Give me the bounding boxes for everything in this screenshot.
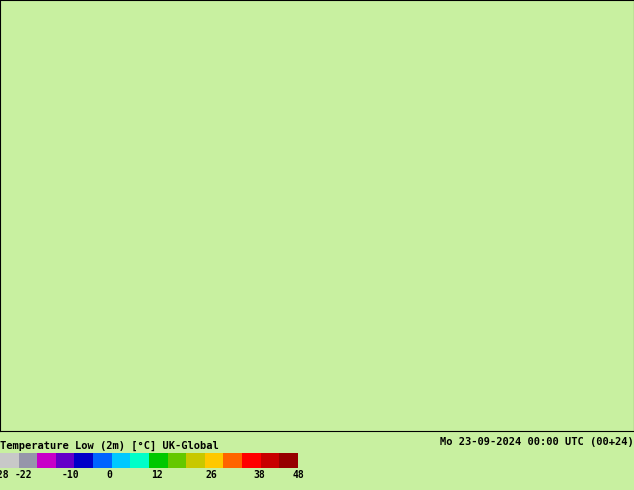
Bar: [186, 453, 205, 468]
Bar: [56, 453, 74, 468]
Bar: [280, 453, 298, 468]
Text: -28: -28: [0, 470, 9, 480]
Bar: [223, 453, 242, 468]
Bar: [261, 453, 280, 468]
Bar: [131, 453, 149, 468]
Text: 0: 0: [107, 470, 113, 480]
Text: Temperature Low (2m) [°C] UK-Global: Temperature Low (2m) [°C] UK-Global: [0, 441, 219, 451]
Bar: [242, 453, 261, 468]
Text: Mo 23-09-2024 00:00 UTC (00+24): Mo 23-09-2024 00:00 UTC (00+24): [440, 437, 634, 447]
Text: 26: 26: [206, 470, 217, 480]
Text: -22: -22: [15, 470, 32, 480]
Bar: [74, 453, 93, 468]
Bar: [167, 453, 186, 468]
Text: 12: 12: [151, 470, 163, 480]
Text: -10: -10: [61, 470, 79, 480]
Bar: [149, 453, 167, 468]
Bar: [18, 453, 37, 468]
Bar: [37, 453, 56, 468]
Bar: [205, 453, 223, 468]
Text: 38: 38: [253, 470, 264, 480]
Bar: [0, 453, 18, 468]
Bar: [93, 453, 112, 468]
Bar: [112, 453, 131, 468]
Text: 48: 48: [292, 470, 304, 480]
